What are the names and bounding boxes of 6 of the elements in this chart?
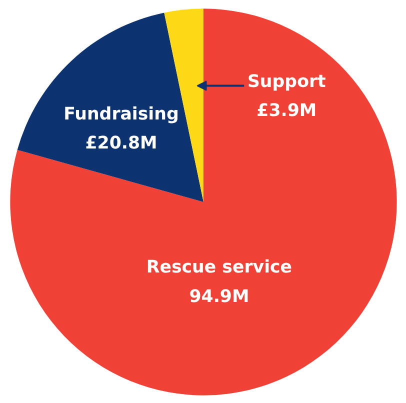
- data-label: £20.8M: [85, 133, 158, 154]
- data-label: £3.9M: [256, 100, 317, 121]
- slice-label: Fundraising: [64, 104, 179, 124]
- slice-label: Rescue service: [146, 258, 292, 278]
- data-label: 94.9M: [189, 286, 250, 307]
- slice-label: Support: [247, 72, 326, 92]
